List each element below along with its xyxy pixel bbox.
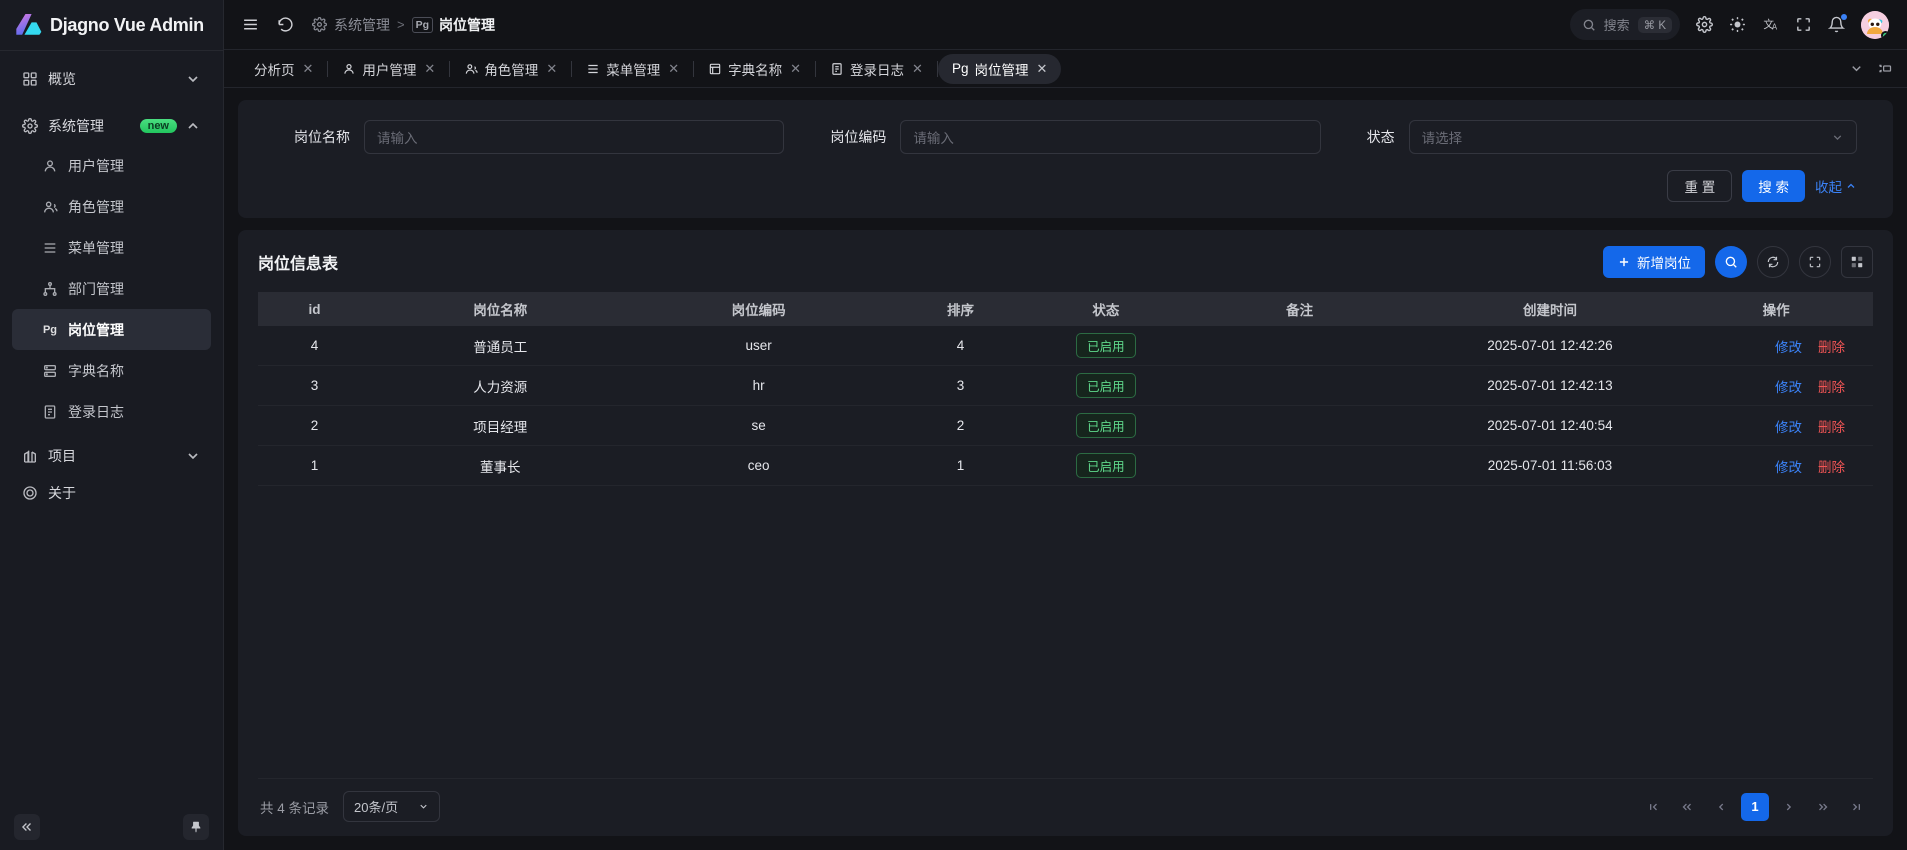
svg-text:A: A	[1772, 22, 1778, 31]
